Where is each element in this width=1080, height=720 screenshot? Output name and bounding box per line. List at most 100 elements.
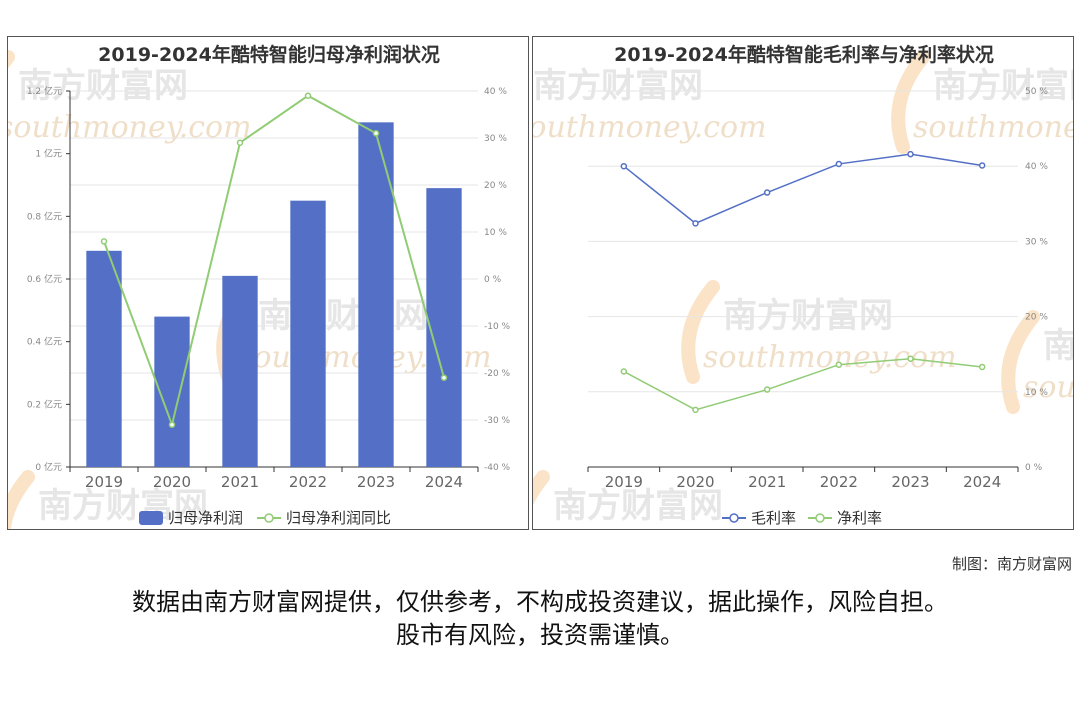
y-right-tick-label: 40 % (484, 87, 507, 97)
margin-chart: 南方财富网 southmoney.com 南方财富网 southmoney.com 南方… (533, 43, 1074, 527)
series-0-point-2023 (907, 150, 914, 158)
x-tick-label: 2022 (820, 473, 858, 491)
watermark-cn: 南方财富网 (723, 296, 893, 336)
series-0-point-2021 (763, 189, 771, 196)
y-tick-label: 20 % (1025, 313, 1048, 323)
x-tick-label: 2020 (153, 473, 191, 491)
watermark-swoosh (681, 280, 720, 384)
watermark-en: southmoney.com (1023, 370, 1074, 405)
watermark-en: southmoney.com (533, 110, 767, 145)
watermark-cn: 南方财富网 (533, 66, 703, 106)
chart-title: 2019-2024年酷特智能归母净利润状况 (98, 43, 440, 66)
series-line-0 (623, 153, 983, 225)
watermark: 南方财富网 southmoney.com (533, 66, 767, 145)
bar-2019 (86, 250, 122, 467)
series-0-point-2022 (835, 160, 843, 168)
watermark-cn: 南方财富网 (1043, 326, 1074, 366)
series-1-point-2021 (763, 386, 771, 393)
legend-swatch-bar (139, 511, 163, 525)
y-right-tick-label: -20 % (484, 369, 511, 379)
bar-2022 (290, 200, 326, 467)
y-right-tick-label: 10 % (484, 228, 507, 238)
legend-label: 净利率 (837, 509, 882, 527)
legend-label: 归母净利润 (168, 509, 243, 527)
x-tick-label: 2024 (963, 473, 1001, 491)
watermark-swoosh (891, 50, 930, 154)
y-right-tick-label: 20 % (484, 181, 507, 191)
series-1-point-2019 (620, 368, 628, 375)
series-1-point-2023 (907, 355, 914, 362)
x-tick-label: 2021 (748, 473, 786, 491)
y-left-tick-label: 0.8 亿元 (27, 210, 62, 222)
x-tick-label: 2024 (425, 473, 463, 491)
legend: 毛利率 净利率 (722, 509, 882, 527)
chart-credit: 制图：南方财富网 (951, 555, 1072, 573)
y-right-tick-label: 30 % (484, 134, 507, 144)
watermark: 南方财富网 southmoney.com (891, 50, 1074, 154)
series-0-point-2020 (692, 220, 699, 227)
series-1-point-2024 (978, 363, 986, 371)
x-tick-label: 2020 (676, 473, 714, 491)
bar-2023 (358, 122, 394, 467)
y-left-tick-label: 0.4 亿元 (27, 336, 62, 348)
y-left-tick-label: 1.2 亿元 (27, 85, 62, 97)
bar-2024 (426, 188, 462, 467)
watermark-cn: 南方财富网 (18, 66, 188, 106)
chart-title: 2019-2024年酷特智能毛利率与净利率状况 (614, 43, 994, 66)
series-0-point-2024 (978, 162, 986, 169)
watermark-swoosh (1001, 310, 1040, 414)
series-line-1 (623, 357, 983, 411)
y-left-tick-label: 0.2 亿元 (27, 398, 62, 410)
series-1-point-2020 (692, 406, 699, 414)
profit-chart: 南方财富网southmoney.com南方财富网southmoney.com南方… (8, 43, 511, 529)
y-left-tick-label: 1 亿元 (35, 148, 62, 160)
y-right-tick-label: 0 % (484, 275, 502, 285)
profit-chart-panel: 南方财富网southmoney.com南方财富网southmoney.com南方… (7, 36, 529, 530)
series-1-point-2022 (835, 361, 843, 368)
watermark-en: southmoney.com (913, 110, 1074, 145)
x-tick-label: 2023 (357, 473, 395, 491)
y-tick-label: 50 % (1025, 87, 1048, 97)
watermark-en: southmoney.com (8, 110, 252, 145)
yoy-point-2022 (304, 92, 312, 99)
y-tick-label: 10 % (1025, 388, 1048, 398)
x-tick-label: 2019 (85, 473, 123, 491)
disclaimer-line-2: 股市有风险，投资需谨慎。 (396, 621, 684, 649)
watermark: 南方财富网 southmoney.com (1001, 310, 1074, 414)
legend-swatch-marker (729, 513, 739, 523)
yoy-point-2023 (372, 130, 380, 137)
watermark: 南方财富网 southmoney.com (8, 50, 252, 145)
y-tick-label: 40 % (1025, 162, 1048, 172)
yoy-point-2019 (100, 238, 108, 245)
y-right-tick-label: -40 % (484, 463, 511, 473)
y-left-tick-label: 0 亿元 (35, 461, 62, 473)
margin-chart-panel: 南方财富网 southmoney.com 南方财富网 southmoney.com 南方… (532, 36, 1074, 530)
legend: 归母净利润 归母净利润同比 (139, 509, 391, 527)
series-0-point-2019 (620, 162, 628, 170)
watermark: 南方财富网 southmoney.com (681, 280, 957, 384)
x-tick-label: 2023 (891, 473, 929, 491)
watermark-group: 南方财富网 southmoney.com 南方财富网 southmoney.com 南方… (533, 50, 1074, 526)
y-left-tick-label: 0.6 亿元 (27, 273, 62, 285)
legend-swatch-marker (264, 513, 274, 523)
watermark-swoosh (533, 470, 550, 506)
watermark-cn: 南方财富网 (38, 486, 208, 526)
legend-label: 归母净利润同比 (286, 509, 391, 527)
yoy-line (103, 94, 445, 429)
yoy-point-2020 (168, 421, 176, 428)
y-tick-label: 30 % (1025, 237, 1048, 247)
x-tick-label: 2019 (605, 473, 643, 491)
watermark-cn: 南方财富网 (933, 66, 1074, 106)
legend-label: 毛利率 (751, 509, 796, 527)
x-tick-label: 2021 (221, 473, 259, 491)
bar-2021 (222, 275, 258, 467)
watermark-en: southmoney.com (703, 340, 957, 375)
watermark-cn: 南方财富网 (553, 486, 723, 526)
x-tick-label: 2022 (289, 473, 327, 491)
watermark-cn: 南方财富网 (258, 296, 428, 336)
yoy-point-2021 (236, 139, 244, 146)
y-tick-label: 0 % (1025, 463, 1043, 473)
y-right-tick-label: -10 % (484, 322, 511, 332)
